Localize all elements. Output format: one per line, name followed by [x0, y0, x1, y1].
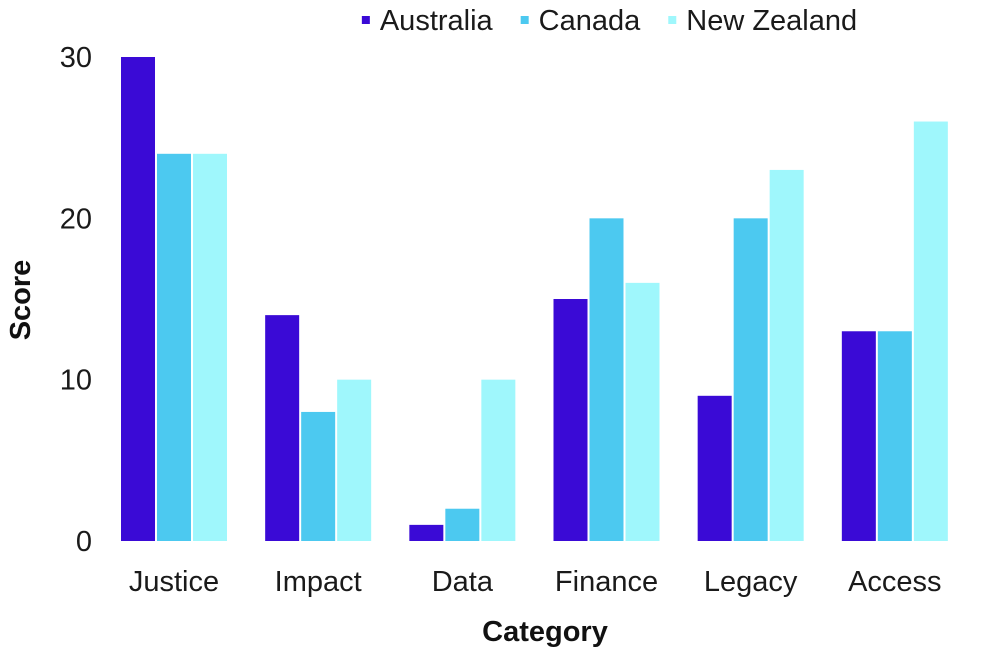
- bar-new-zealand-data: [481, 379, 516, 541]
- y-tick-label: 0: [76, 526, 92, 558]
- bar-australia-impact: [265, 315, 300, 541]
- legend-item-canada: Canada: [520, 5, 641, 37]
- bar-canada-data: [445, 508, 480, 541]
- legend-item-new-zealand: New Zealand: [668, 5, 857, 37]
- bar-canada-justice: [157, 153, 191, 542]
- legend: Australia Canada New Zealand: [361, 5, 857, 37]
- x-tick-label: Data: [432, 566, 494, 598]
- x-tick-label: Impact: [275, 566, 362, 598]
- bar-canada-legacy: [733, 218, 768, 542]
- y-tick-label: 30: [60, 42, 92, 74]
- legend-label: Canada: [539, 5, 641, 37]
- x-tick-label: Access: [848, 566, 941, 598]
- bar-new-zealand-justice: [193, 153, 227, 542]
- bar-new-zealand-access: [913, 121, 948, 542]
- bar-new-zealand-impact: [337, 379, 372, 541]
- bar-australia-justice: [121, 57, 155, 541]
- bar-new-zealand-legacy: [769, 169, 804, 541]
- x-axis-title: Category: [482, 616, 608, 648]
- legend-item-australia: Australia: [361, 5, 494, 37]
- legend-swatch: [520, 16, 529, 24]
- bar-australia-access: [841, 331, 876, 541]
- bar-canada-access: [877, 331, 912, 541]
- y-tick-label: 10: [60, 365, 92, 397]
- bar-canada-impact: [301, 411, 336, 541]
- bar-australia-legacy: [697, 395, 732, 541]
- legend-label: Australia: [380, 5, 494, 37]
- y-tick-label: 20: [60, 203, 92, 235]
- y-axis-ticks: 0 10 20 30: [60, 42, 92, 558]
- bar-australia-data: [409, 524, 444, 541]
- legend-label: New Zealand: [686, 5, 857, 37]
- legend-swatch: [361, 16, 370, 24]
- x-tick-label: Legacy: [704, 566, 798, 598]
- bar-australia-finance: [553, 299, 588, 541]
- legend-swatch: [668, 16, 677, 24]
- bar-new-zealand-finance: [625, 282, 660, 541]
- y-axis-title: Score: [5, 260, 37, 341]
- bar-canada-finance: [589, 218, 624, 542]
- x-axis-ticks: Justice Impact Data Finance Legacy Access: [129, 566, 942, 598]
- x-tick-label: Justice: [129, 566, 219, 598]
- x-tick-label: Finance: [555, 566, 658, 598]
- bars: [121, 57, 948, 542]
